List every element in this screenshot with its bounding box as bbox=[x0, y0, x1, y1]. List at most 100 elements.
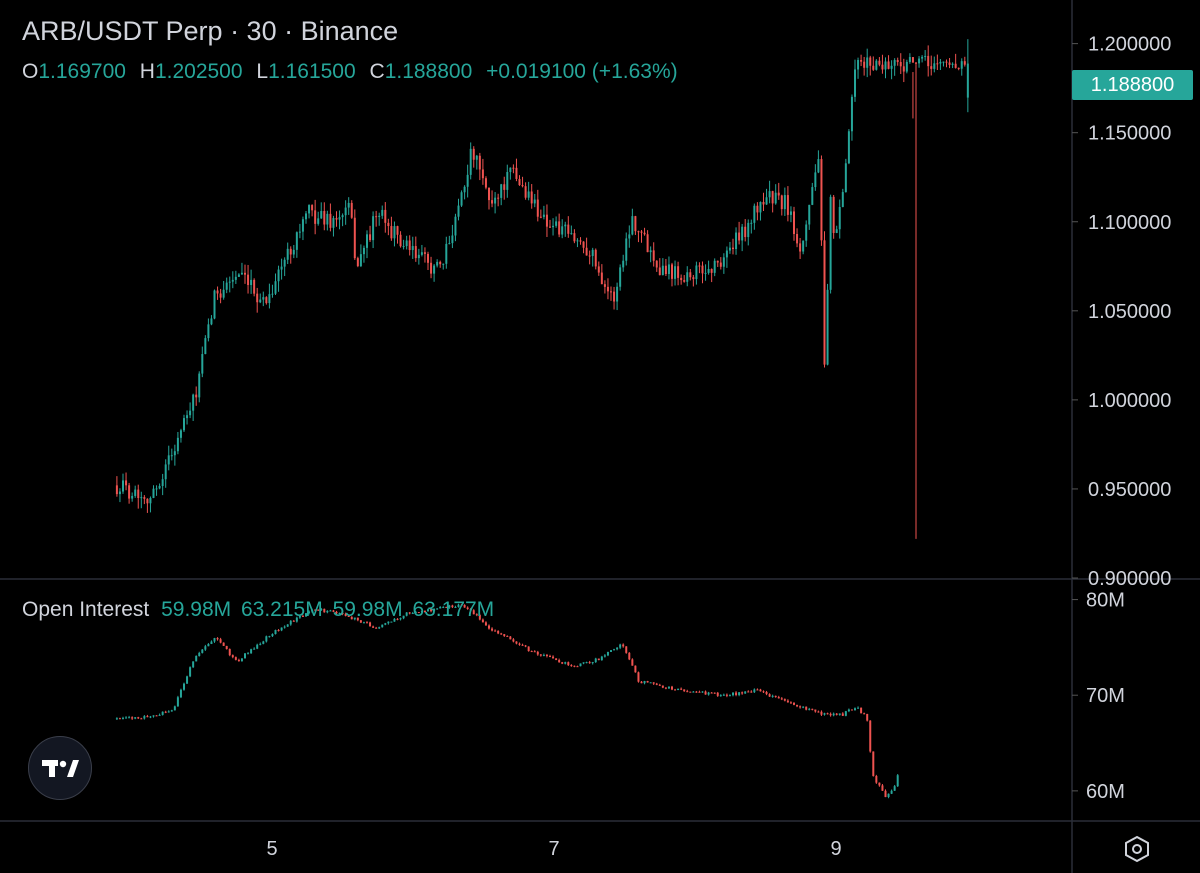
high-value: 1.202500 bbox=[154, 60, 243, 83]
price-candle-body bbox=[137, 489, 140, 499]
price-candle-body bbox=[631, 216, 634, 235]
oi-bar-body bbox=[799, 706, 802, 708]
price-candle-body bbox=[847, 131, 850, 164]
price-candle-body bbox=[439, 261, 442, 265]
price-candle-body bbox=[915, 62, 917, 64]
tradingview-logo-glyph bbox=[42, 760, 79, 777]
oi-bar-body bbox=[137, 717, 140, 719]
price-candle-body bbox=[265, 297, 268, 304]
oi-bar-body bbox=[277, 630, 280, 632]
price-candle-body bbox=[899, 62, 902, 67]
price-candle-body bbox=[951, 63, 954, 65]
oi-bar-body bbox=[118, 718, 121, 720]
open-interest-axis[interactable]: 80M 70M 60M bbox=[1072, 590, 1125, 803]
oi-bar-body bbox=[436, 608, 439, 610]
price-candle-body bbox=[125, 480, 128, 486]
price-candle-body bbox=[701, 265, 704, 274]
price-candle-body bbox=[280, 266, 283, 270]
price-candle-body bbox=[164, 464, 167, 480]
time-axis[interactable]: 5 7 9 bbox=[266, 838, 841, 860]
close-label: C bbox=[369, 60, 385, 83]
price-candle-body bbox=[268, 294, 271, 304]
ohlc-legend: O1.169700 H1.202500 L1.161500 C1.188800 … bbox=[22, 60, 678, 84]
price-candle-body bbox=[634, 216, 637, 232]
price-candle-body bbox=[259, 299, 262, 303]
price-candle-body bbox=[253, 279, 256, 294]
oi-bar-body bbox=[649, 682, 652, 684]
oi-bar-body bbox=[683, 689, 686, 692]
oi-bar-body bbox=[301, 615, 304, 617]
price-candle-body bbox=[905, 61, 908, 72]
price-candle-body bbox=[606, 286, 609, 292]
price-candle-body bbox=[908, 57, 911, 62]
price-candle-body bbox=[552, 225, 555, 228]
oi-bar-body bbox=[256, 644, 259, 649]
oi-bar-body bbox=[274, 630, 277, 635]
oi-bar-body bbox=[491, 628, 494, 631]
price-candle-body bbox=[826, 289, 829, 365]
price-candle-body bbox=[347, 202, 350, 208]
oi-bar-body bbox=[591, 662, 594, 664]
price-candle-body bbox=[201, 354, 204, 374]
oi-bar-body bbox=[844, 711, 847, 716]
oi-bar-body bbox=[716, 692, 719, 696]
price-candle-body bbox=[585, 247, 588, 256]
oi-bar-body bbox=[527, 646, 530, 652]
oi-bar-body bbox=[549, 656, 551, 658]
oi-bar-body bbox=[552, 656, 555, 659]
oi-bar-body bbox=[735, 692, 738, 695]
price-candle-body bbox=[960, 61, 963, 69]
oi-bar-body bbox=[518, 643, 521, 645]
price-candle-body bbox=[323, 211, 326, 225]
open-label: O bbox=[22, 60, 39, 83]
price-candle-body bbox=[735, 232, 738, 250]
price-candle-body bbox=[344, 207, 347, 216]
price-candles bbox=[115, 39, 969, 539]
price-candle-body bbox=[210, 318, 213, 325]
oi-bar-body bbox=[411, 613, 414, 615]
oi-bar-body bbox=[515, 641, 518, 644]
oi-bar-body bbox=[521, 644, 524, 646]
price-tick-label: 1.150000 bbox=[1088, 123, 1171, 145]
oi-bar-body bbox=[588, 662, 591, 664]
settings-glyph bbox=[1125, 835, 1149, 863]
oi-bar-body bbox=[567, 662, 570, 666]
settings-hexagon-icon[interactable] bbox=[1122, 834, 1152, 864]
price-tick-label: 0.950000 bbox=[1088, 479, 1171, 501]
oi-bar-body bbox=[545, 654, 548, 657]
price-candle-body bbox=[921, 56, 924, 59]
price-candle-body bbox=[765, 197, 768, 205]
price-candle-body bbox=[808, 204, 811, 225]
oi-bar-body bbox=[509, 636, 512, 640]
oi-bar-body bbox=[457, 604, 460, 607]
oi-bar-body bbox=[631, 659, 634, 666]
price-candle-body bbox=[567, 224, 570, 234]
oi-bar-body bbox=[247, 653, 250, 655]
price-candle-body bbox=[503, 184, 506, 190]
oi-bar-body bbox=[195, 656, 198, 662]
oi-bar-body bbox=[430, 609, 433, 612]
price-candle-body bbox=[759, 201, 762, 213]
oi-bar-body bbox=[603, 655, 606, 657]
oi-bar-body bbox=[387, 621, 390, 624]
oi-bar-body bbox=[573, 665, 576, 667]
price-candle-body bbox=[545, 214, 548, 227]
price-candle-body bbox=[869, 57, 872, 66]
price-candle-body bbox=[610, 291, 612, 293]
oi-bar-body bbox=[555, 658, 558, 661]
oi-bar-body bbox=[463, 604, 466, 608]
oi-bar-body bbox=[814, 709, 817, 712]
price-candle-body bbox=[350, 202, 353, 218]
price-candle-body bbox=[646, 234, 649, 253]
tradingview-logo-icon[interactable] bbox=[28, 736, 92, 800]
price-axis[interactable]: 1.200000 1.150000 1.100000 1.050000 1.000000… bbox=[1072, 34, 1171, 590]
oi-bar-body bbox=[664, 687, 667, 689]
price-candle-body bbox=[433, 265, 436, 274]
price-candle-body bbox=[472, 148, 475, 160]
price-candle-body bbox=[460, 192, 463, 206]
open-interest-legend: Open Interest 59.98M 63.215M 59.98M 63.1… bbox=[22, 598, 498, 622]
price-candle-body bbox=[728, 247, 731, 251]
price-candle-body bbox=[863, 61, 866, 68]
oi-bar-body bbox=[439, 606, 442, 609]
